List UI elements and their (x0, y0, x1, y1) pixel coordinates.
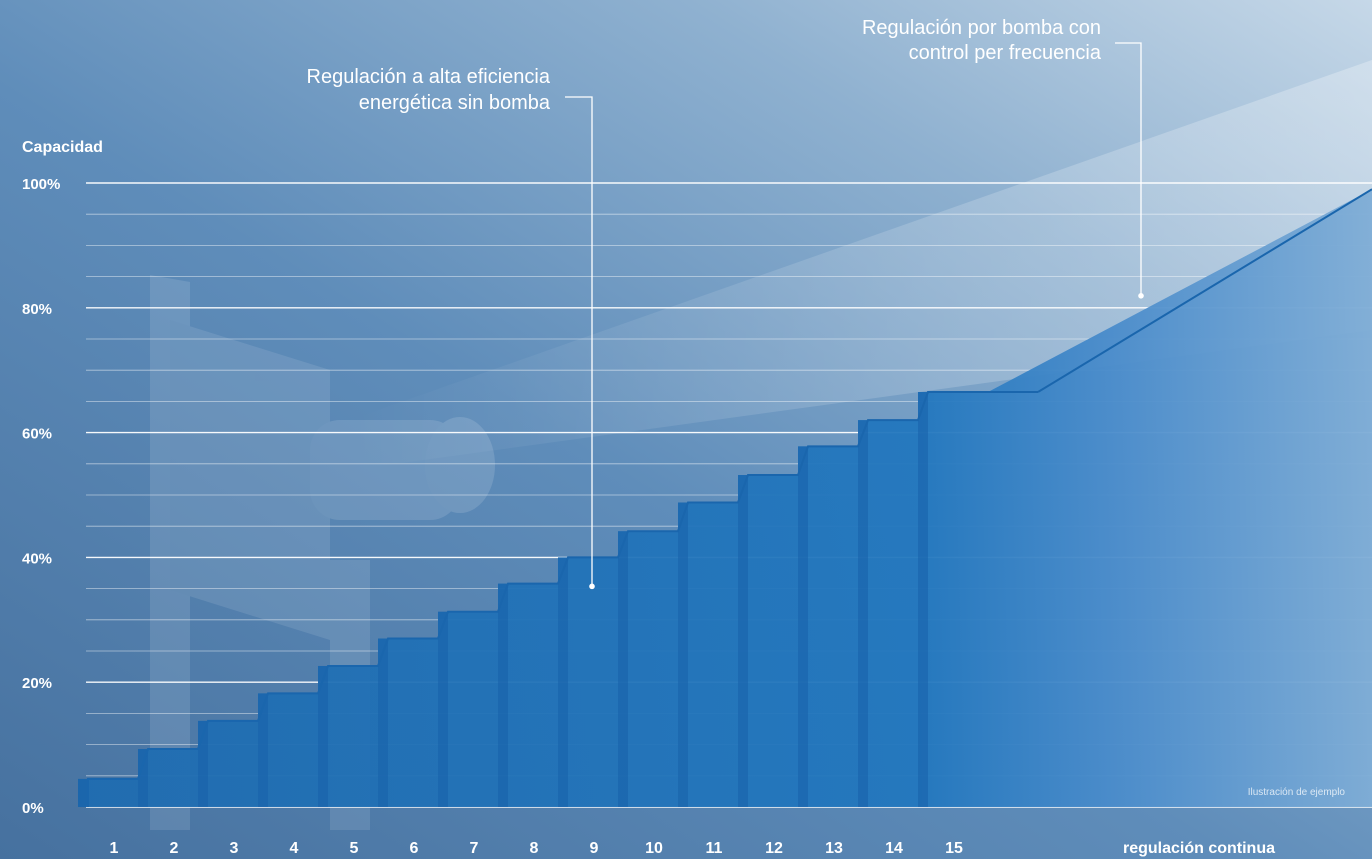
x-tick-label: 8 (530, 840, 539, 857)
x-tick-label: 5 (350, 840, 359, 857)
x-tick-label: 14 (885, 840, 903, 857)
x-tick-label: 10 (645, 840, 663, 857)
step-bar (138, 748, 148, 807)
footnote-label: Ilustración de ejemplo (1248, 787, 1346, 798)
callout-line: Regulación por bomba con (862, 17, 1101, 39)
x-tick-label: 1 (110, 840, 119, 857)
y-tick-label: 80% (22, 301, 52, 318)
callout-line: control per frecuencia (909, 42, 1102, 64)
x-tick-label: 2 (170, 840, 179, 857)
callout-dot-pump (1138, 293, 1144, 299)
y-tick-label: 60% (22, 426, 52, 443)
y-tick-label: 20% (22, 675, 52, 692)
callout-label-pump: Regulación por bomba con control per frec… (862, 17, 1102, 64)
callout-label-no-pump: Regulación a alta eficiencia energética s… (307, 66, 551, 114)
callout-line: Regulación a alta eficiencia (307, 66, 551, 88)
callout-leader-no-pump (565, 96, 593, 587)
step-series-line (87, 391, 1038, 807)
step-bar (318, 665, 328, 807)
x-tick-label: 9 (590, 840, 599, 857)
callout-leader-pump (1115, 42, 1142, 296)
step-bar (198, 720, 208, 807)
step-bar (738, 475, 748, 807)
step-bar (438, 611, 448, 807)
x-axis-title: regulación continua (1123, 840, 1275, 857)
x-tick-label: 3 (230, 840, 239, 857)
step-bar (378, 638, 388, 807)
x-tick-label: 15 (945, 840, 963, 857)
callout-dot-no-pump (589, 583, 595, 590)
capacity-area-fill (78, 189, 1372, 808)
callout-line: energética sin bomba (359, 92, 551, 114)
x-tick-label: 12 (765, 840, 783, 857)
step-bar (258, 693, 268, 807)
callouts: Regulación a alta eficiencia energética s… (307, 17, 1144, 590)
step-bar (678, 502, 688, 807)
step-bar (618, 531, 628, 807)
x-tick-label: 11 (706, 840, 723, 857)
step-bar (498, 583, 508, 807)
y-axis-title: Capacidad (22, 139, 103, 156)
y-tick-label: 100% (22, 176, 60, 193)
capacity-lines (87, 188, 1372, 807)
step-bar (78, 778, 88, 807)
capacity-area (78, 189, 1372, 808)
y-tick-label: 40% (22, 550, 52, 567)
x-tick-label: 13 (825, 840, 843, 857)
x-tick-label: 4 (290, 840, 299, 857)
step-bar (558, 557, 568, 807)
x-tick-label: 7 (470, 840, 479, 857)
step-bar (918, 392, 928, 807)
step-bar (858, 420, 868, 807)
y-tick-label: 0% (22, 800, 44, 817)
continuous-series-line (1037, 188, 1372, 393)
x-tick-label: 6 (410, 840, 419, 857)
step-bar (798, 446, 808, 807)
